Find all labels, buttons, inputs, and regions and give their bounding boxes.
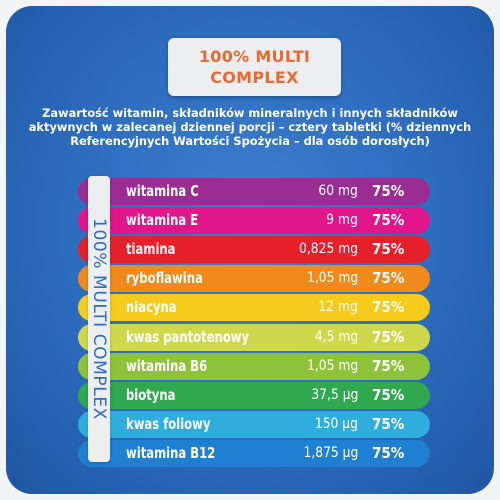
nutrient-amount: 1,05 mg — [306, 270, 358, 287]
nutrient-amount: 1,05 mg — [306, 357, 358, 374]
nutrient-amount: 37,5 µg — [310, 386, 358, 403]
nutrient-percent: 75% — [372, 269, 405, 288]
nutrient-name: witamina C — [126, 182, 199, 200]
nutrient-amount: 9 mg — [326, 212, 358, 229]
nutrient-row: ryboflawina 1,05 mg 75% — [78, 265, 430, 293]
nutrient-name: biotyna — [126, 385, 176, 404]
nutrient-row: biotyna 37,5 µg 75% — [78, 381, 430, 409]
nutrient-percent: 75% — [372, 356, 405, 375]
nutrient-amount: 150 µg — [314, 415, 358, 432]
intro-text: Zawartość witamin, składników mineralnyc… — [28, 106, 472, 149]
nutrient-row: witamina C 60 mg 75% — [78, 178, 430, 205]
nutrient-row: witamina B6 1,05 mg 75% — [78, 352, 430, 380]
product-title-line-1: 100% MULTI — [198, 47, 311, 66]
nutrient-amount: 0,825 mg — [298, 241, 358, 258]
nutrient-percent: 75% — [372, 443, 405, 462]
nutrient-row: kwas pantotenowy 4,5 mg 75% — [78, 323, 430, 351]
nutrient-name: niacyna — [126, 298, 177, 317]
nutrient-percent: 75% — [372, 414, 405, 433]
nutrient-row: tiamina 0,825 mg 75% — [78, 236, 430, 264]
nutrient-name: tiamina — [126, 240, 176, 259]
nutrient-amount: 4,5 mg — [314, 328, 358, 345]
nutrient-name: ryboflawina — [126, 269, 203, 288]
product-title-line-2: COMPLEX — [210, 68, 299, 87]
nutrient-row: witamina B12 1,875 µg 75% — [78, 439, 430, 467]
nutrient-percent: 75% — [372, 211, 405, 230]
nutrient-name: witamina B6 — [126, 356, 208, 375]
nutrient-amount: 1,875 µg — [303, 444, 358, 461]
nutrient-percent: 75% — [372, 327, 405, 346]
nutrient-name: kwas pantotenowy — [126, 327, 250, 346]
nutrient-percent: 75% — [372, 298, 405, 317]
nutrient-percent: 75% — [372, 385, 405, 404]
nutrient-amount: 60 mg — [318, 183, 358, 199]
nutrient-row: niacyna 12 mg 75% — [78, 294, 430, 322]
side-label: 100% MULTI COMPLEX — [89, 218, 109, 420]
nutrient-name: witamina B12 — [126, 443, 216, 462]
nutrient-percent: 75% — [372, 240, 405, 259]
nutrient-amount: 12 mg — [318, 299, 358, 316]
nutrient-name: kwas foliowy — [126, 414, 211, 433]
product-title-badge: 100% MULTI COMPLEX — [168, 38, 341, 96]
nutrient-name: witamina E — [126, 211, 199, 230]
nutrient-row: kwas foliowy 150 µg 75% — [78, 410, 430, 438]
nutrient-row: witamina E 9 mg 75% — [78, 207, 430, 235]
side-label-band — [88, 176, 110, 462]
nutrient-percent: 75% — [372, 182, 405, 200]
